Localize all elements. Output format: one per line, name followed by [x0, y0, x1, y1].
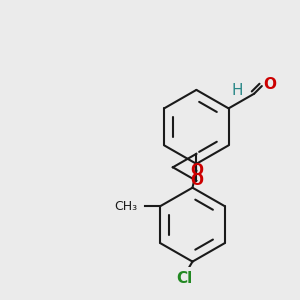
Text: O: O: [263, 77, 276, 92]
Text: CH₃: CH₃: [114, 200, 137, 213]
Text: Cl: Cl: [177, 271, 193, 286]
Text: O: O: [190, 173, 203, 188]
Text: H: H: [232, 83, 243, 98]
Text: O: O: [190, 163, 203, 178]
